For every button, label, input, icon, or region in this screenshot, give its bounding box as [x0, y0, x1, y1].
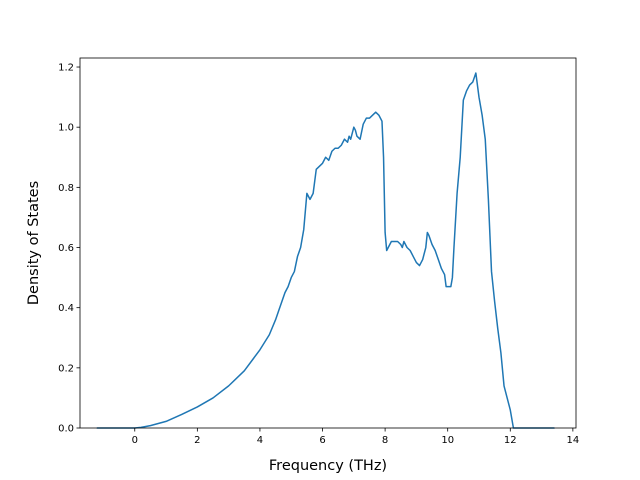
x-tick-label: 12: [504, 435, 517, 446]
x-tick-label: 14: [567, 435, 580, 446]
y-tick-label: 1.2: [58, 63, 74, 74]
x-axis-label: Frequency (THz): [269, 458, 387, 474]
x-axis-ticks: 0 2 4 6 8 10 12 14: [132, 428, 580, 446]
x-tick-label: 6: [319, 435, 325, 446]
x-tick-label: 0: [132, 435, 138, 446]
x-tick-label: 2: [194, 435, 200, 446]
plot-area: [96, 72, 555, 429]
dos-series-line: [96, 72, 555, 429]
y-tick-label: 1.0: [58, 123, 74, 134]
x-tick-label: 8: [382, 435, 388, 446]
y-tick-label: 0.2: [58, 363, 74, 374]
y-tick-label: 0.4: [58, 303, 74, 314]
x-tick-label: 4: [257, 435, 263, 446]
y-tick-label: 0.0: [58, 424, 74, 435]
y-axis-ticks: 0.0 0.2 0.4 0.6 0.8 1.0 1.2: [58, 63, 80, 435]
axes-frame: [79, 57, 577, 429]
y-axis-label: Density of States: [26, 181, 42, 305]
y-tick-label: 0.8: [58, 183, 74, 194]
x-tick-label: 10: [441, 435, 454, 446]
y-tick-label: 0.6: [58, 243, 74, 254]
